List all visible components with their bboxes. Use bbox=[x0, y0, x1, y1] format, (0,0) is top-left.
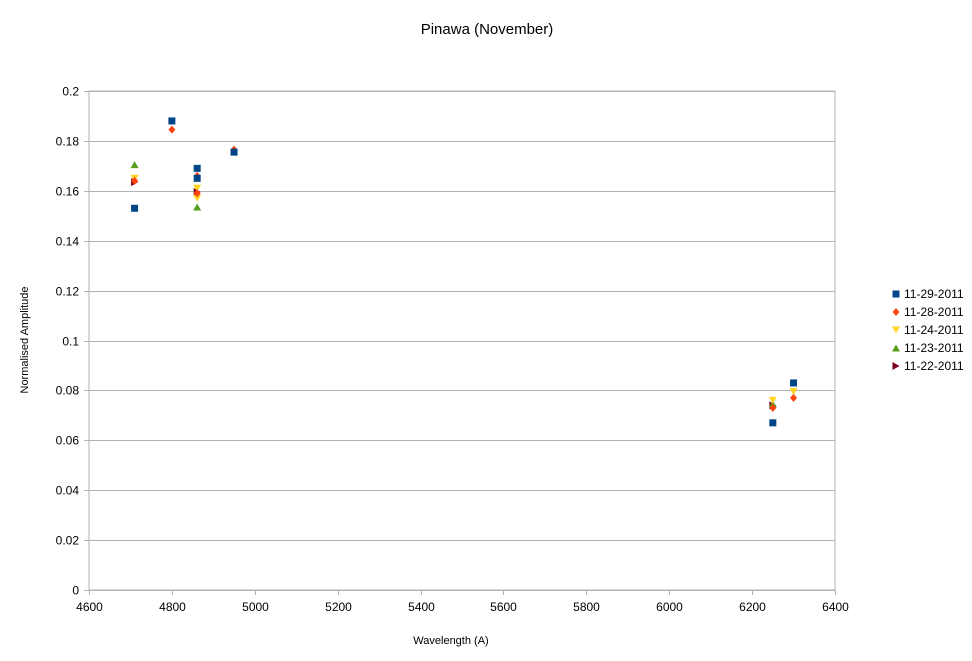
y-tick-label: 0.1 bbox=[62, 335, 79, 349]
data-point bbox=[769, 403, 777, 412]
legend-label: 11-24-2011 bbox=[904, 323, 964, 337]
data-point bbox=[789, 388, 798, 396]
y-tick-label: 0.2 bbox=[62, 85, 79, 99]
y-tick-label: 0.12 bbox=[56, 285, 80, 299]
x-tick-label: 6000 bbox=[656, 600, 683, 614]
y-tick-label: 0.16 bbox=[56, 185, 80, 199]
x-tick-label: 5400 bbox=[408, 600, 435, 614]
y-tick-label: 0.08 bbox=[56, 384, 80, 398]
x-axis-title: Wavelength (A) bbox=[413, 635, 488, 647]
y-tick-label: 0.04 bbox=[56, 484, 80, 498]
y-tick-label: 0.14 bbox=[56, 235, 80, 249]
grid-lines bbox=[84, 91, 836, 595]
x-tick-label: 5600 bbox=[490, 600, 517, 614]
data-point bbox=[168, 117, 176, 125]
data-point bbox=[193, 194, 202, 202]
legend-marker bbox=[892, 344, 900, 352]
data-points bbox=[130, 117, 798, 427]
legend: 11-29-2011 11-28-2011 11-24-2011 11-23-2011… bbox=[892, 287, 964, 373]
data-point bbox=[230, 148, 238, 156]
plot-frame bbox=[88, 90, 836, 591]
data-point bbox=[193, 164, 201, 172]
data-point bbox=[131, 176, 139, 185]
legend-label: 11-23-2011 bbox=[904, 341, 964, 355]
data-point bbox=[790, 393, 798, 402]
data-point bbox=[193, 203, 202, 211]
y-axis-title: Normalised Amplitude bbox=[19, 287, 31, 394]
legend-marker bbox=[892, 326, 900, 334]
chart-title: Pinawa (November) bbox=[421, 21, 554, 38]
legend-marker bbox=[892, 290, 900, 298]
x-tick-label: 4800 bbox=[159, 600, 186, 614]
x-tick-label: 6200 bbox=[739, 600, 766, 614]
y-tick-label: 0.02 bbox=[56, 534, 80, 548]
y-tick-label: 0.06 bbox=[56, 434, 80, 448]
data-point bbox=[768, 396, 777, 404]
legend-marker bbox=[892, 308, 900, 316]
plot-area bbox=[88, 90, 836, 591]
y-tick-label: 0 bbox=[72, 584, 79, 598]
data-point bbox=[790, 379, 798, 387]
x-tick-label: 5000 bbox=[242, 600, 269, 614]
tick-labels: 0 0.02 0.04 0.06 0.08 0.1 0.12 0.14 0.16 0.18 0.2 4… bbox=[56, 85, 850, 615]
data-point bbox=[130, 161, 139, 169]
data-point bbox=[193, 174, 201, 182]
x-tick-label: 5200 bbox=[325, 600, 352, 614]
legend-marker bbox=[892, 362, 900, 370]
legend-label: 11-28-2011 bbox=[904, 305, 964, 319]
legend-label: 11-22-2011 bbox=[904, 359, 964, 373]
legend-label: 11-29-2011 bbox=[904, 287, 964, 301]
data-point bbox=[168, 125, 176, 134]
data-point bbox=[193, 184, 202, 192]
data-point bbox=[769, 419, 777, 427]
x-tick-label: 4600 bbox=[76, 600, 103, 614]
x-tick-label: 5800 bbox=[573, 600, 600, 614]
data-point bbox=[131, 204, 139, 212]
data-point bbox=[193, 189, 201, 198]
x-tick-label: 6400 bbox=[822, 600, 849, 614]
y-tick-label: 0.18 bbox=[56, 135, 80, 149]
